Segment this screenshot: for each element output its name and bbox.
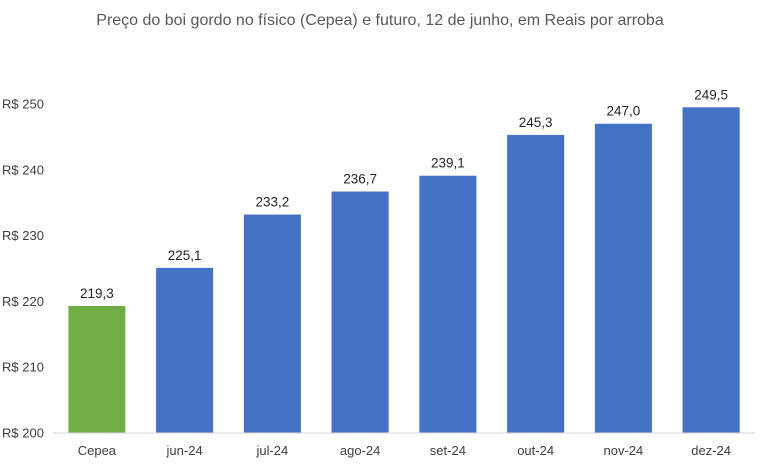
bar-nov-24 [594,123,652,434]
bars [68,107,740,434]
y-tick-label: R$ 200 [2,426,44,441]
bar-jun-24 [156,267,214,433]
bar-jul-24 [243,214,301,433]
data-label: 236,7 [343,172,377,187]
data-label: 245,3 [519,115,553,130]
data-label: 225,1 [168,248,202,263]
data-label: 239,1 [431,156,465,171]
x-tick-label: out-24 [517,443,554,458]
bar-out-24 [507,134,565,433]
value-labels: 219,3 225,1 233,2 236,7 239,1 245,3 247,0 249,5 [80,87,728,301]
chart-title: Preço do boi gordo no físico (Cepea) e f… [96,12,664,29]
y-tick-label: R$ 210 [2,360,44,375]
bar-ago-24 [331,191,389,433]
data-label: 249,5 [694,87,728,102]
data-label: 219,3 [80,286,114,301]
x-tick-label: dez-24 [691,443,731,458]
x-tick-label: nov-24 [604,443,644,458]
y-tick-label: R$ 230 [2,228,44,243]
y-tick-label: R$ 250 [2,97,44,112]
x-tick-label: ago-24 [340,443,380,458]
data-label: 233,2 [255,195,289,210]
x-tick-label: jun-24 [166,443,203,458]
bar-cepea [68,306,126,433]
bar-set-24 [419,175,477,434]
x-axis: Cepea jun-24 jul-24 ago-24 set-24 out-24 nov-2… [78,443,731,458]
x-tick-label: jul-24 [255,443,288,458]
data-label: 247,0 [606,104,640,119]
x-tick-label: Cepea [78,443,117,458]
y-axis: R$ 200 R$ 210 R$ 220 R$ 230 R$ 240 R$ 250 [2,97,44,441]
x-tick-label: set-24 [430,443,466,458]
y-tick-label: R$ 220 [2,294,44,309]
y-tick-label: R$ 240 [2,162,44,177]
bar-dez-24 [682,107,740,433]
